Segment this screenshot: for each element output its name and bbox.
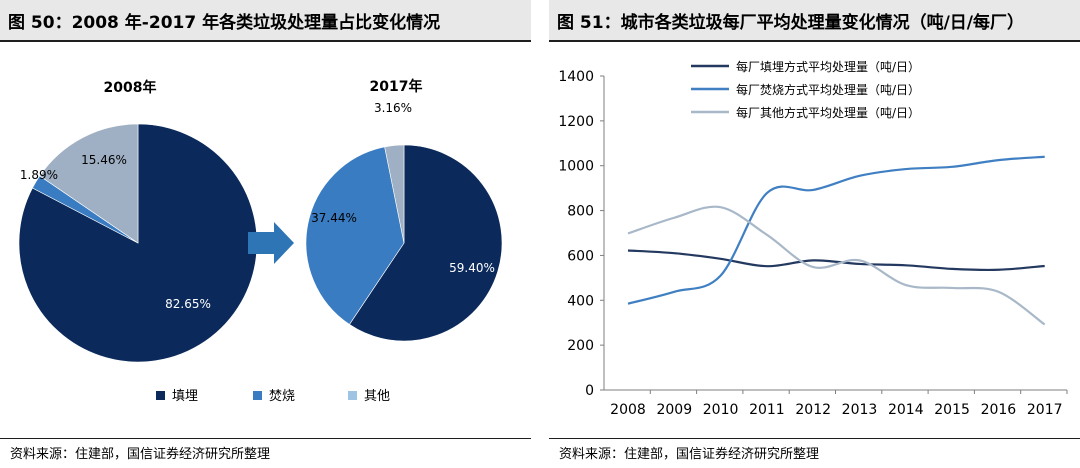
source-divider — [0, 438, 531, 439]
y-tick-label: 200 — [567, 338, 594, 354]
series-line-other — [627, 205, 1046, 326]
series-line-landfill — [627, 249, 1045, 272]
x-tick-label: 2013 — [842, 402, 878, 418]
x-tick-label: 2010 — [703, 402, 739, 418]
x-tick-label: 2015 — [934, 402, 970, 418]
pie-slice — [39, 123, 139, 244]
legend-swatch — [253, 391, 262, 400]
pie-slice — [305, 146, 405, 325]
y-tick-label: 1000 — [558, 159, 594, 175]
pie-data-label: 15.46% — [81, 153, 127, 167]
pie-data-label: 1.89% — [20, 168, 58, 182]
title-divider — [0, 40, 531, 42]
figure-50-title-bar: 图 50：2008 年-2017 年各类垃圾处理量占比变化情况 — [0, 0, 531, 40]
title-divider — [549, 40, 1080, 42]
legend-label: 每厂填埋方式平均处理量（吨/日） — [736, 59, 920, 74]
x-tick-label: 2016 — [981, 402, 1017, 418]
figure-51-title: 图 51：城市各类垃圾每厂平均处理量变化情况（吨/日/每厂） — [557, 13, 1024, 33]
x-tick-label: 2008 — [610, 402, 646, 418]
pie-slice — [349, 144, 503, 342]
figure-50-title: 图 50：2008 年-2017 年各类垃圾处理量占比变化情况 — [8, 13, 441, 33]
legend-label: 每厂其他方式平均处理量（吨/日） — [736, 105, 920, 120]
y-tick-label: 600 — [567, 248, 594, 264]
x-tick-label: 2014 — [888, 402, 924, 418]
legend-label: 填埋 — [172, 389, 198, 404]
pie-title-2008: 2008年 — [104, 79, 157, 96]
x-tick-label: 2009 — [656, 402, 692, 418]
y-tick-label: 400 — [567, 293, 594, 309]
x-tick-label: 2011 — [749, 402, 785, 418]
pie-charts: 2008年 82.65% 1.89% 15.46% 2017年 59.40% 37.44% 3… — [18, 78, 503, 404]
figure-51-title-bar: 图 51：城市各类垃圾每厂平均处理量变化情况（吨/日/每厂） — [549, 0, 1080, 40]
y-tick-label: 800 — [567, 204, 594, 220]
pie-data-label: 82.65% — [165, 297, 211, 311]
y-tick-label: 1200 — [558, 114, 594, 130]
y-tick-label: 0 — [585, 383, 594, 399]
line-chart: 0 200 400 600 800 1000 1200 1400 2008 2009 2010 201… — [558, 59, 1068, 418]
series-line-incineration — [627, 155, 1045, 305]
pie-slice — [384, 144, 405, 244]
pie-data-label: 59.40% — [449, 261, 495, 275]
legend-label: 其他 — [364, 389, 390, 404]
legend-swatch — [156, 391, 165, 400]
figure-51-source: 资料来源：住建部，国信证券经济研究所整理 — [559, 447, 820, 462]
pie-data-label: 37.44% — [311, 211, 357, 225]
figure-50-source: 资料来源：住建部，国信证券经济研究所整理 — [10, 447, 271, 462]
source-divider — [549, 438, 1080, 439]
line-figure-panel: 图 51：城市各类垃圾每厂平均处理量变化情况（吨/日/每厂） 0 200 400 60… — [549, 0, 1080, 468]
pie-data-label: 3.16% — [374, 101, 412, 115]
legend-label: 每厂焚烧方式平均处理量（吨/日） — [736, 82, 920, 97]
pie-figure-panel: 图 50：2008 年-2017 年各类垃圾处理量占比变化情况 2008年 82.… — [0, 0, 531, 468]
legend-swatch — [348, 391, 357, 400]
legend-label: 焚烧 — [269, 389, 295, 404]
y-tick-label: 1400 — [558, 69, 594, 85]
x-tick-label: 2017 — [1027, 402, 1063, 418]
x-tick-label: 2012 — [795, 402, 831, 418]
pie-title-2017: 2017年 — [370, 78, 423, 95]
transition-arrow-icon — [248, 222, 294, 264]
